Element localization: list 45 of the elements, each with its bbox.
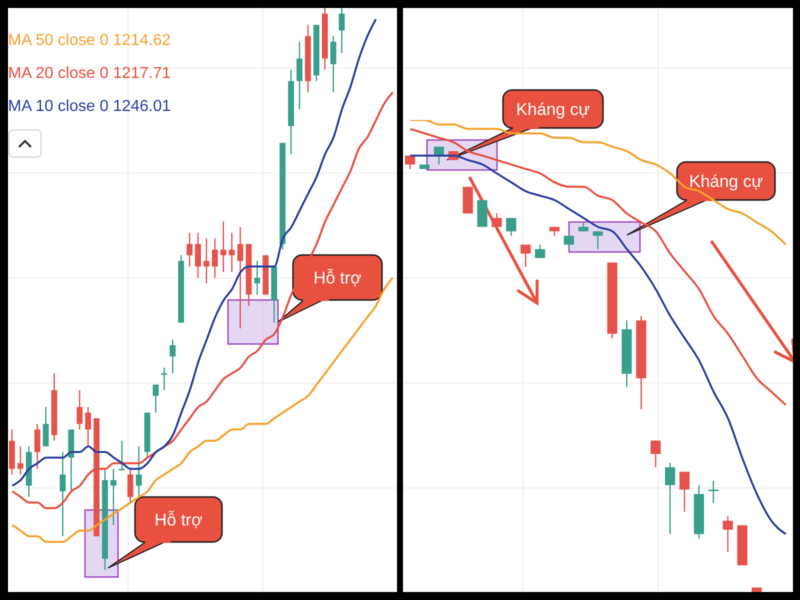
candlestick xyxy=(254,260,260,296)
candlestick xyxy=(492,212,502,228)
callout-bubble: Kháng cự xyxy=(626,161,776,236)
candlestick xyxy=(506,217,516,236)
candlestick xyxy=(17,446,24,476)
candlestick xyxy=(405,154,416,170)
candlestick xyxy=(204,238,210,284)
annotation: Hỗ trợ xyxy=(314,268,362,288)
candlestick xyxy=(85,406,92,448)
callout-bubble: Hỗ trợ xyxy=(107,496,223,569)
candlestick xyxy=(195,232,201,278)
candlestick xyxy=(186,232,193,268)
text: MA 50 close 0 1214.62 xyxy=(8,31,171,51)
candlestick xyxy=(338,8,345,54)
candlestick xyxy=(296,41,302,110)
candlestick xyxy=(170,338,176,374)
candlestick xyxy=(152,384,159,414)
candlestick xyxy=(592,230,603,250)
candlestick xyxy=(127,468,134,504)
candlestick xyxy=(118,440,125,470)
candlestick xyxy=(76,390,83,430)
text: MA 10 close 0 1246.01 xyxy=(8,97,171,117)
candlestick xyxy=(722,516,733,553)
candlestick xyxy=(708,480,718,504)
candlestick xyxy=(679,471,690,512)
candlestick xyxy=(564,235,574,250)
candlestick xyxy=(161,367,168,391)
candlestick xyxy=(228,232,235,273)
candlestick xyxy=(42,406,49,448)
candlestick xyxy=(520,244,531,268)
annotation: Kháng cự xyxy=(689,172,763,191)
candlestick xyxy=(34,423,40,470)
candlestick xyxy=(650,440,661,468)
candlestick xyxy=(665,462,676,535)
candlestick xyxy=(136,446,142,498)
candlestick xyxy=(237,226,244,329)
candlestick xyxy=(535,244,546,259)
text: MA 20 close 0 1217.71 xyxy=(8,64,171,84)
candlestick xyxy=(60,451,66,537)
annotation: Hỗ trợ xyxy=(154,510,202,530)
candlestick xyxy=(330,35,336,93)
candlestick xyxy=(110,468,116,526)
candlestick xyxy=(212,238,218,278)
candlestick xyxy=(220,220,226,273)
callout-bubble: Kháng cự xyxy=(446,89,604,161)
